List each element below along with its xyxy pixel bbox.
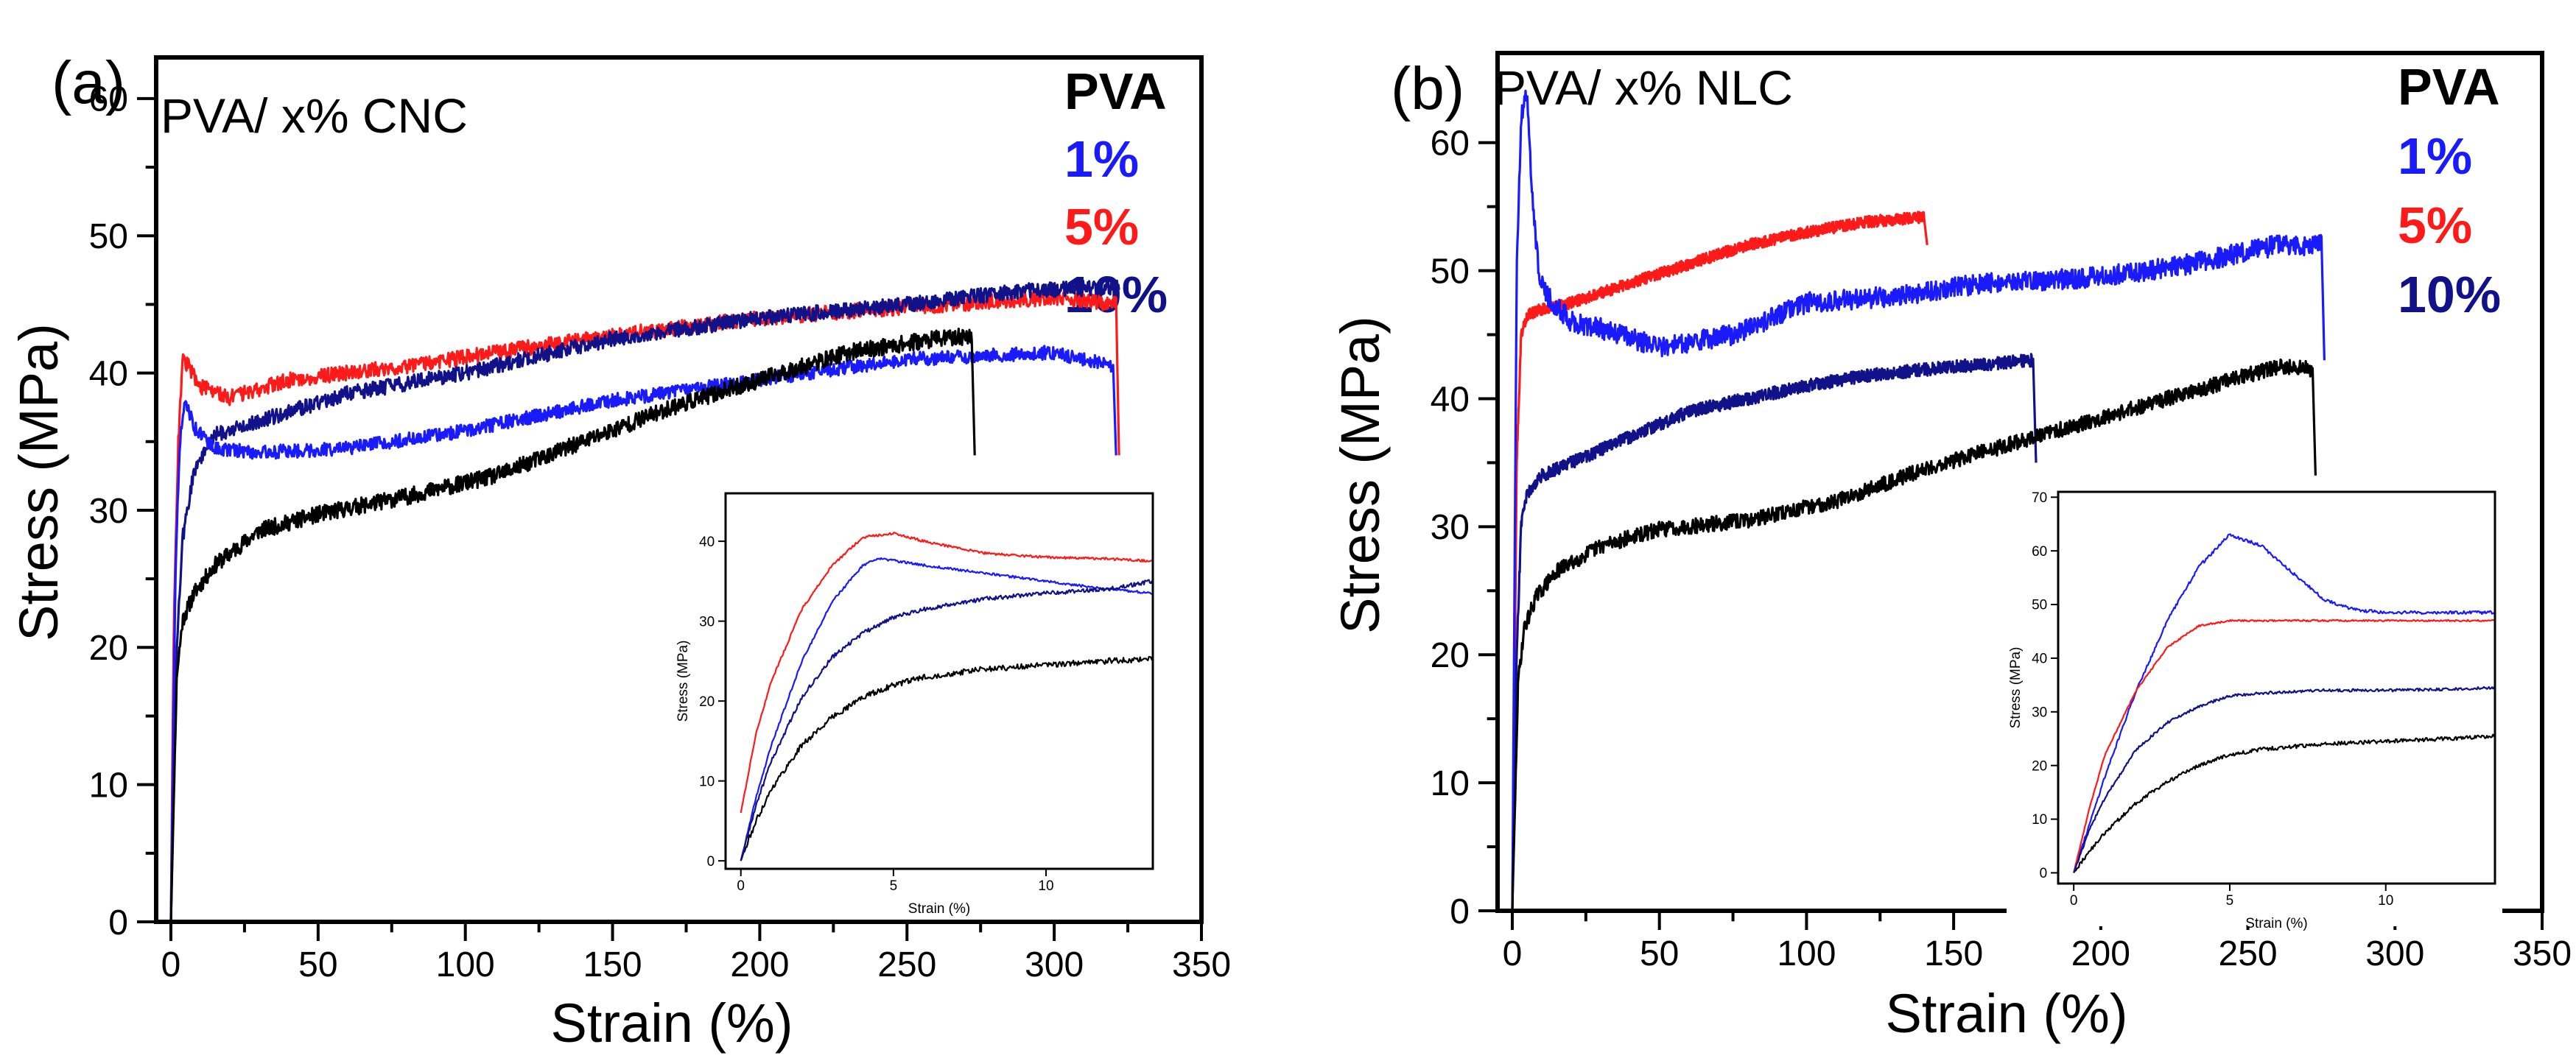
- x-tick-label: 250: [877, 945, 936, 984]
- y-tick-label: 30: [1431, 508, 1470, 547]
- x-tick-label: 10: [2378, 893, 2393, 909]
- series-line-pva: [169, 328, 976, 923]
- x-tick-label: 350: [1172, 945, 1231, 984]
- y-tick-label: 50: [89, 217, 128, 256]
- y-tick-label: 10: [89, 766, 128, 805]
- series-line-1pct: [169, 345, 1117, 923]
- main-curves: [169, 278, 1120, 923]
- y-tick-label: 10: [699, 774, 715, 789]
- y-axis-label: Stress (MPa): [8, 323, 69, 641]
- x-tick-label: 150: [1924, 934, 1983, 973]
- series-line-pva: [1511, 358, 2317, 912]
- x-axis-label: Strain (%): [1886, 983, 2128, 1044]
- inset-x-axis-label: Strain (%): [908, 901, 970, 917]
- y-tick-label: 30: [2032, 705, 2047, 720]
- x-tick-label: 200: [2071, 934, 2130, 973]
- inset-series-line-pva: [740, 655, 1154, 861]
- inset-chart: 0 5 10 0 10 20 30 40 50 60 70 Strain (%) Stress (MPa…: [2007, 483, 2502, 931]
- inset-series-line-pva: [2073, 733, 2496, 873]
- x-tick-label: 0: [161, 945, 181, 984]
- y-tick-label: 10: [2032, 812, 2047, 828]
- x-tick-label: 100: [1777, 934, 1836, 973]
- inset-x-axis-label: Strain (%): [2245, 916, 2307, 931]
- panel-a: (a) PVA/ x% CNC Strain (%) Stress (MPa) …: [8, 49, 1231, 1054]
- legend-entry-10pct: 10%: [2398, 266, 2501, 323]
- plot-frame: [2057, 490, 2496, 885]
- inset-curves: [2073, 533, 2496, 873]
- x-tick-label: 300: [1025, 945, 1084, 984]
- inset-series-line-1pct: [2073, 533, 2496, 873]
- inset-background: [2007, 483, 2502, 926]
- x-tick-label: 150: [583, 945, 642, 984]
- x-tick-label: 0: [2070, 893, 2078, 909]
- y-tick-label: 30: [699, 614, 715, 630]
- y-tick-label: 40: [2032, 652, 2047, 667]
- x-tick-label: 250: [2219, 934, 2278, 973]
- inset-series-line-10pct: [2073, 685, 2496, 873]
- y-tick-label: 20: [1431, 636, 1470, 675]
- panel-label: (a): [52, 49, 125, 116]
- y-tick-label: 60: [1431, 124, 1470, 163]
- legend-entry-1pct: 1%: [2398, 127, 2472, 185]
- y-tick-label: 60: [89, 80, 128, 119]
- main-curves: [1511, 89, 2326, 912]
- y-tick-label: 10: [1431, 764, 1470, 803]
- inset-series-line-5pct: [740, 532, 1154, 814]
- x-tick-label: 0: [737, 878, 745, 894]
- x-tick-label: 5: [2226, 893, 2234, 909]
- y-tick-label: 60: [2032, 544, 2047, 560]
- y-tick-label: 40: [1431, 380, 1470, 419]
- legend-entry-pva: PVA: [2398, 58, 2500, 116]
- y-tick-label: 30: [89, 492, 128, 531]
- y-tick-label: 0: [108, 903, 128, 942]
- inset-background: [674, 484, 1160, 912]
- y-tick-label: 0: [707, 854, 715, 870]
- y-tick-label: 50: [1431, 252, 1470, 291]
- series-line-10pct: [169, 278, 1120, 923]
- x-tick-label: 300: [2365, 934, 2424, 973]
- x-axis-label: Strain (%): [551, 993, 793, 1054]
- inset-y-axis-label: Stress (MPa): [2008, 647, 2024, 729]
- x-tick-label: 50: [298, 945, 337, 984]
- y-tick-label: 0: [1450, 892, 1470, 931]
- y-tick-label: 70: [2032, 490, 2047, 506]
- plot-frame: [154, 55, 1204, 924]
- y-tick-label: 20: [2032, 758, 2047, 774]
- inset-curves: [740, 532, 1154, 861]
- x-tick-label: 200: [730, 945, 789, 984]
- x-tick-label: 10: [1038, 878, 1053, 894]
- x-tick-label: 350: [2513, 934, 2572, 973]
- inset-series-line-10pct: [740, 579, 1154, 861]
- y-axis-label: Stress (MPa): [1330, 316, 1391, 634]
- y-tick-label: 50: [2032, 598, 2047, 613]
- y-tick-label: 0: [2040, 866, 2048, 881]
- inset-series-line-5pct: [2073, 618, 2496, 873]
- plot-frame: [724, 492, 1154, 870]
- x-tick-label: 100: [436, 945, 495, 984]
- legend-entry-5pct: 5%: [2398, 197, 2472, 254]
- series-line-5pct: [1511, 211, 1929, 912]
- y-tick-label: 40: [89, 354, 128, 393]
- inset-series-line-1pct: [740, 557, 1153, 861]
- legend: PVA 1% 5% 10%: [2398, 58, 2501, 323]
- chart-title: PVA/ x% CNC: [161, 88, 468, 143]
- inset-y-axis-label: Stress (MPa): [675, 641, 691, 722]
- series-line-10pct: [1511, 353, 2038, 912]
- legend-entry-pva: PVA: [1064, 63, 1167, 120]
- chart-title: PVA/ x% NLC: [1494, 60, 1793, 115]
- legend-entry-1pct: 1%: [1064, 130, 1139, 188]
- y-tick-label: 20: [89, 629, 128, 668]
- x-tick-label: 5: [890, 878, 898, 894]
- x-tick-label: 50: [1640, 934, 1679, 973]
- panel-b: (b) PVA/ x% NLC Strain (%) Stress (MPa) …: [1330, 51, 2572, 1044]
- series-line-1pct: [1511, 89, 2326, 912]
- legend-entry-5pct: 5%: [1064, 198, 1139, 255]
- y-tick-label: 40: [699, 535, 715, 550]
- x-tick-label: 0: [1503, 934, 1523, 973]
- y-tick-label: 20: [699, 694, 715, 710]
- panel-label: (b): [1391, 55, 1464, 122]
- inset-chart: 0 5 10 0 10 20 30 40 Strain (%) Stress (MPa): [674, 484, 1160, 917]
